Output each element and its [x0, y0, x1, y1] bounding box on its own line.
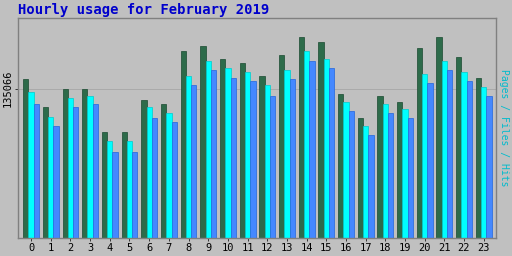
Bar [349, 111, 354, 238]
Bar [43, 107, 48, 238]
Bar [186, 76, 191, 238]
Bar [102, 132, 107, 238]
Bar [408, 119, 413, 238]
Bar [436, 37, 442, 238]
Bar [422, 74, 428, 238]
Bar [265, 85, 270, 238]
Bar [23, 79, 29, 238]
Bar [368, 135, 374, 238]
Bar [141, 100, 146, 238]
Bar [343, 102, 349, 238]
Bar [461, 72, 466, 238]
Bar [127, 141, 132, 238]
Bar [466, 81, 472, 238]
Bar [442, 61, 447, 238]
Bar [338, 94, 343, 238]
Bar [230, 78, 236, 238]
Bar [161, 104, 166, 238]
Bar [402, 109, 408, 238]
Bar [172, 122, 177, 238]
Bar [191, 85, 197, 238]
Bar [324, 59, 329, 238]
Bar [82, 89, 88, 238]
Bar [29, 92, 34, 238]
Bar [250, 81, 255, 238]
Bar [428, 83, 433, 238]
Bar [447, 70, 452, 238]
Bar [205, 61, 211, 238]
Bar [417, 48, 422, 238]
Bar [48, 117, 53, 238]
Bar [121, 132, 127, 238]
Bar [329, 68, 334, 238]
Bar [486, 96, 492, 238]
Bar [146, 107, 152, 238]
Bar [363, 126, 368, 238]
Bar [259, 76, 265, 238]
Bar [290, 79, 295, 238]
Bar [358, 119, 363, 238]
Bar [113, 152, 118, 238]
Bar [377, 96, 382, 238]
Bar [298, 37, 304, 238]
Bar [211, 70, 216, 238]
Bar [68, 98, 73, 238]
Bar [382, 104, 388, 238]
Bar [304, 51, 309, 238]
Bar [200, 46, 205, 238]
Bar [397, 102, 402, 238]
Bar [220, 59, 225, 238]
Bar [73, 107, 78, 238]
Y-axis label: Pages / Files / Hits: Pages / Files / Hits [499, 69, 509, 187]
Bar [53, 126, 59, 238]
Bar [388, 113, 393, 238]
Bar [481, 87, 486, 238]
Bar [318, 42, 324, 238]
Bar [279, 55, 284, 238]
Bar [181, 51, 186, 238]
Bar [240, 63, 245, 238]
Bar [270, 96, 275, 238]
Bar [456, 57, 461, 238]
Bar [245, 72, 250, 238]
Bar [88, 96, 93, 238]
Text: Hourly usage for February 2019: Hourly usage for February 2019 [18, 3, 270, 17]
Bar [107, 141, 113, 238]
Bar [476, 78, 481, 238]
Bar [34, 104, 39, 238]
Bar [166, 113, 172, 238]
Bar [309, 61, 314, 238]
Bar [152, 119, 157, 238]
Bar [284, 70, 290, 238]
Bar [62, 89, 68, 238]
Bar [132, 152, 137, 238]
Bar [93, 104, 98, 238]
Bar [225, 68, 230, 238]
